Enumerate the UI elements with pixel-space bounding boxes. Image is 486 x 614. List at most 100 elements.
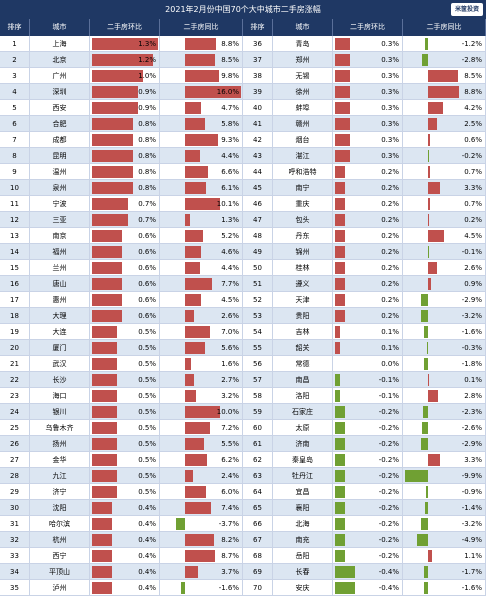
- yoy-value: -1.6%: [218, 584, 239, 592]
- yoy-value: 8.8%: [464, 88, 482, 96]
- rank-cell: 33: [0, 548, 30, 564]
- mom-cell: 0.3%: [333, 100, 403, 116]
- yoy-value: 4.5%: [221, 296, 239, 304]
- mom-value: 0.6%: [138, 248, 156, 256]
- yoy-cell: 3.3%: [403, 452, 486, 468]
- city-cell: 海口: [30, 388, 90, 404]
- mom-value: 0.7%: [138, 216, 156, 224]
- yoy-cell: -1.4%: [403, 500, 486, 516]
- yoy-bar: [185, 358, 191, 370]
- mom-cell: 1.3%: [90, 36, 160, 52]
- yoy-value: 0.9%: [464, 280, 482, 288]
- rank-cell: 51: [243, 276, 273, 292]
- header-yoy-left: 二手房同比: [160, 19, 243, 36]
- mom-bar: [92, 118, 133, 130]
- yoy-cell: 1.1%: [403, 548, 486, 564]
- mom-cell: 0.2%: [333, 196, 403, 212]
- mom-cell: 0.0%: [333, 356, 403, 372]
- yoy-bar: [421, 438, 428, 450]
- yoy-cell: 0.1%: [403, 372, 486, 388]
- yoy-cell: 9.8%: [160, 68, 243, 84]
- mom-value: 0.9%: [138, 104, 156, 112]
- mom-bar: [92, 422, 118, 434]
- yoy-bar: [185, 502, 211, 514]
- yoy-value: -0.3%: [461, 344, 482, 352]
- yoy-bar: [185, 118, 206, 130]
- yoy-bar: [185, 566, 198, 578]
- mom-cell: -0.4%: [333, 564, 403, 580]
- mom-cell: 0.3%: [333, 36, 403, 52]
- city-cell: 三亚: [30, 212, 90, 228]
- mom-value: 0.4%: [138, 504, 156, 512]
- yoy-cell: -3.2%: [403, 308, 486, 324]
- city-cell: 锦州: [273, 244, 333, 260]
- yoy-bar: [428, 454, 440, 466]
- mom-value: 0.3%: [381, 136, 399, 144]
- city-cell: 宁波: [30, 196, 90, 212]
- yoy-cell: 6.0%: [160, 484, 243, 500]
- yoy-cell: 5.2%: [160, 228, 243, 244]
- yoy-cell: 6.2%: [160, 452, 243, 468]
- rank-cell: 70: [243, 580, 273, 596]
- mom-bar: [335, 470, 346, 482]
- mom-cell: -0.2%: [333, 420, 403, 436]
- mom-bar: [335, 294, 346, 306]
- city-cell: 呼和浩特: [273, 164, 333, 180]
- yoy-bar: [422, 422, 428, 434]
- yoy-value: -2.9%: [461, 440, 482, 448]
- mom-value: 0.0%: [381, 360, 399, 368]
- mom-cell: 0.6%: [90, 228, 160, 244]
- mom-bar: [335, 102, 351, 114]
- city-cell: 无锡: [273, 68, 333, 84]
- yoy-cell: 8.5%: [160, 52, 243, 68]
- city-cell: 贵阳: [273, 308, 333, 324]
- yoy-bar: [416, 534, 428, 546]
- yoy-bar: [181, 582, 185, 594]
- yoy-bar: [428, 214, 429, 226]
- yoy-bar: [185, 214, 190, 226]
- yoy-bar: [428, 166, 431, 178]
- mom-cell: -0.2%: [333, 436, 403, 452]
- mom-bar: [92, 198, 128, 210]
- yoy-bar: [185, 38, 216, 50]
- mom-bar: [92, 38, 158, 50]
- mom-value: 0.4%: [138, 568, 156, 576]
- rank-cell: 16: [0, 276, 30, 292]
- mom-cell: -0.2%: [333, 468, 403, 484]
- mom-cell: 0.2%: [333, 212, 403, 228]
- yoy-cell: -1.6%: [160, 580, 243, 596]
- mom-bar: [92, 262, 123, 274]
- yoy-value: 6.1%: [221, 184, 239, 192]
- mom-value: 0.2%: [381, 280, 399, 288]
- mom-bar: [335, 518, 346, 530]
- yoy-cell: -0.9%: [403, 484, 486, 500]
- mom-value: 0.4%: [138, 536, 156, 544]
- mom-value: -0.2%: [378, 424, 399, 432]
- page-title: 2021年2月份中国70个大中城市二手房涨幅: [0, 0, 486, 19]
- rank-cell: 60: [243, 420, 273, 436]
- yoy-cell: 2.8%: [403, 388, 486, 404]
- mom-bar: [92, 246, 123, 258]
- city-cell: 温州: [30, 164, 90, 180]
- rank-cell: 59: [243, 404, 273, 420]
- yoy-value: -2.6%: [461, 424, 482, 432]
- rank-cell: 15: [0, 260, 30, 276]
- yoy-cell: -3.2%: [403, 516, 486, 532]
- yoy-value: 7.0%: [221, 328, 239, 336]
- city-cell: 长春: [273, 564, 333, 580]
- yoy-cell: 3.7%: [160, 564, 243, 580]
- yoy-bar: [185, 422, 211, 434]
- yoy-bar: [428, 230, 444, 242]
- mom-bar: [335, 246, 346, 258]
- yoy-cell: 7.4%: [160, 500, 243, 516]
- mom-bar: [92, 150, 133, 162]
- yoy-bar: [421, 294, 428, 306]
- city-cell: 扬州: [30, 436, 90, 452]
- city-cell: 岳阳: [273, 548, 333, 564]
- mom-bar: [92, 86, 138, 98]
- mom-bar: [335, 70, 351, 82]
- yoy-value: 4.2%: [464, 104, 482, 112]
- mom-value: 0.7%: [138, 200, 156, 208]
- mom-value: 0.5%: [138, 344, 156, 352]
- rank-cell: 38: [243, 68, 273, 84]
